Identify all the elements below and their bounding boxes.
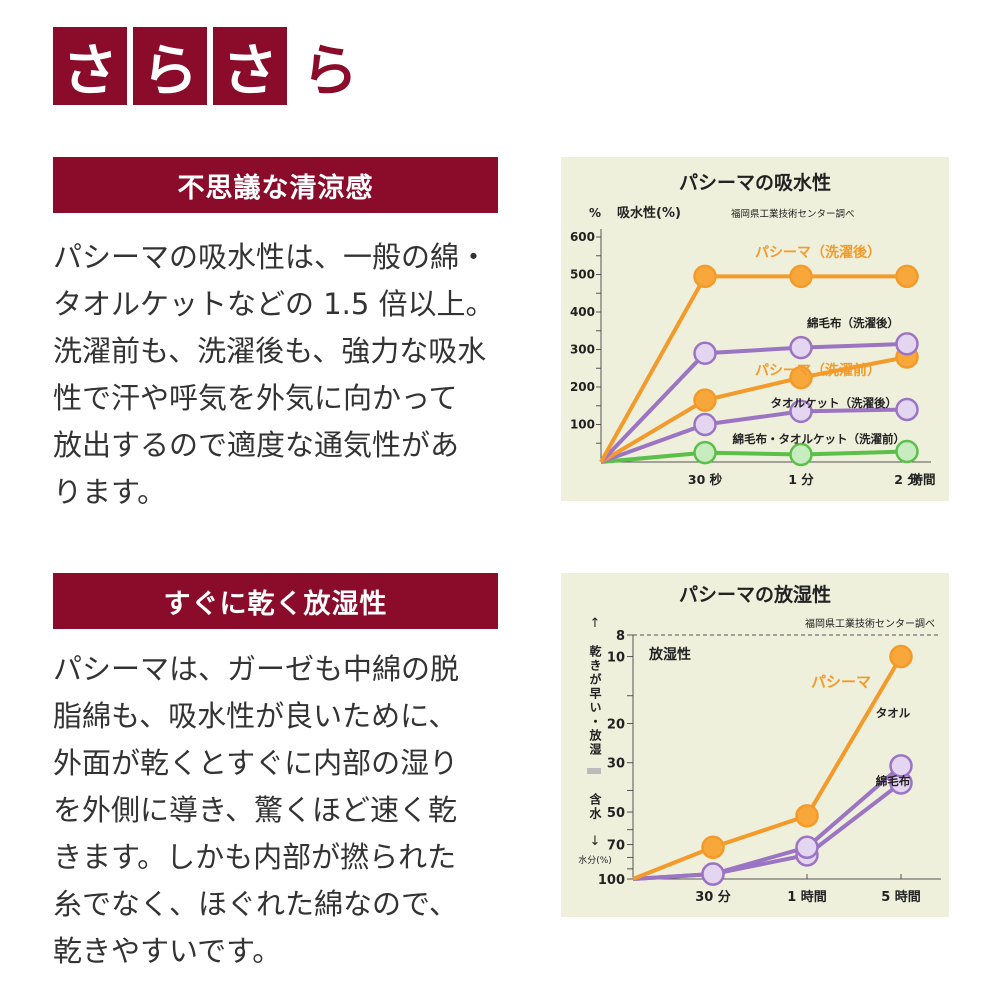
y-tick-label: 200	[570, 380, 595, 394]
data-point	[693, 440, 717, 465]
series-line	[632, 764, 903, 881]
title-char-3: さ	[213, 27, 287, 105]
page-title: さ ら さ ら	[53, 27, 367, 105]
y-tick-label: 400	[570, 305, 595, 319]
y-tick-label: 300	[570, 343, 595, 357]
title-char-1: さ	[53, 27, 127, 105]
x-tick-label: 30 分	[695, 889, 731, 905]
chart-title: パシーマの吸水性	[679, 171, 831, 194]
section1-body: パシーマの吸水性は、一般の綿・ タオルケットなどの 1.5 倍以上。 洗濯前も、…	[53, 240, 495, 509]
data-point	[701, 835, 725, 860]
data-point	[789, 442, 813, 467]
y-tick-label: 20	[607, 718, 625, 733]
data-point	[701, 862, 725, 886]
data-point	[795, 835, 819, 860]
title-char-2: ら	[133, 27, 207, 105]
source-note: 福岡県工業技術センター調べ	[731, 208, 855, 220]
series-line	[600, 449, 908, 464]
series-label: パシーマ（洗濯前）	[755, 362, 881, 379]
y-tick-label: 500	[570, 268, 595, 282]
side-label-unit: 水分(%)	[578, 854, 612, 866]
data-point	[789, 264, 813, 289]
data-point	[789, 335, 813, 360]
series-line	[599, 355, 908, 464]
y-tick-label: 10	[607, 651, 625, 666]
section1-heading: 不思議な清涼感	[53, 157, 498, 213]
drying-chart: パシーマの放湿性福岡県工業技術センター調べ 8 10 20 30 50 70 100 放湿性 ↑ 乾…	[561, 573, 949, 917]
y-tick-label: 600	[570, 230, 595, 244]
x-tick-label: 1 時間	[787, 889, 827, 905]
series-label: 綿毛布	[876, 774, 911, 788]
y-tick-label: 100	[598, 873, 625, 888]
series-line	[599, 274, 907, 463]
y-tick-label: 8	[616, 629, 625, 644]
y-tick-label: 30	[607, 757, 625, 772]
section2-body: パシーマは、ガーゼも中綿の脱 脂綿も、吸水性が良いために、 外面が乾くとすぐに内…	[53, 652, 460, 968]
absorption-chart-svg: パシーマの吸水性% 吸水性(%) 福岡県工業技術センター調べ 100 200 300 400…	[570, 171, 936, 487]
series-label: 綿毛布・タオルケット（洗濯前）	[733, 432, 906, 446]
series-label: タオル	[876, 706, 911, 720]
data-point	[789, 365, 813, 390]
data-point	[889, 644, 913, 669]
x-tick-label: 1 分	[788, 472, 814, 487]
series-line	[599, 341, 908, 464]
data-point	[795, 804, 819, 828]
chart-title: パシーマの放湿性	[679, 583, 831, 606]
series-label: タオルケット（洗濯後）	[771, 396, 898, 410]
y-axis-label: 放湿性	[648, 646, 691, 663]
data-point	[693, 341, 717, 365]
data-point	[693, 412, 717, 437]
absorption-chart: パシーマの吸水性% 吸水性(%) 福岡県工業技術センター調べ 100 200 300 400…	[561, 157, 949, 501]
data-point	[895, 264, 919, 289]
y-axis-label: 吸水性(%)	[617, 205, 681, 221]
data-point	[895, 439, 919, 464]
side-label-bar	[587, 768, 601, 774]
section2-heading: すぐに乾く放湿性	[53, 573, 498, 629]
data-point	[789, 399, 813, 424]
side-label-bottom: 含水	[588, 792, 602, 821]
down-arrow: ↓	[590, 834, 601, 849]
title-char-4: ら	[302, 38, 358, 104]
up-arrow: ↑	[590, 616, 601, 631]
series-line	[632, 655, 903, 881]
data-point	[895, 397, 919, 422]
series-line	[600, 407, 908, 464]
data-point	[889, 754, 913, 778]
x-tick-label: 2 分	[894, 472, 920, 487]
y-unit-label: %	[589, 206, 601, 220]
y-tick-label: 50	[607, 806, 625, 821]
source-note: 福岡県工業技術センター調べ	[805, 617, 935, 630]
x-axis-label: 時間	[910, 472, 935, 487]
y-tick-label: 70	[607, 839, 625, 854]
series-label: パシーマ（洗濯後）	[755, 244, 881, 261]
x-tick-label: 5 時間	[881, 889, 921, 905]
data-point	[693, 264, 717, 289]
data-point	[693, 388, 717, 412]
series-label: パシーマ	[811, 673, 871, 691]
series-label: 綿毛布（洗濯後）	[807, 316, 899, 330]
data-point	[895, 332, 919, 356]
y-tick-label: 100	[570, 418, 595, 432]
side-label-top: 乾きが早い・放湿	[588, 644, 602, 757]
x-tick-label: 30 秒	[688, 472, 723, 487]
